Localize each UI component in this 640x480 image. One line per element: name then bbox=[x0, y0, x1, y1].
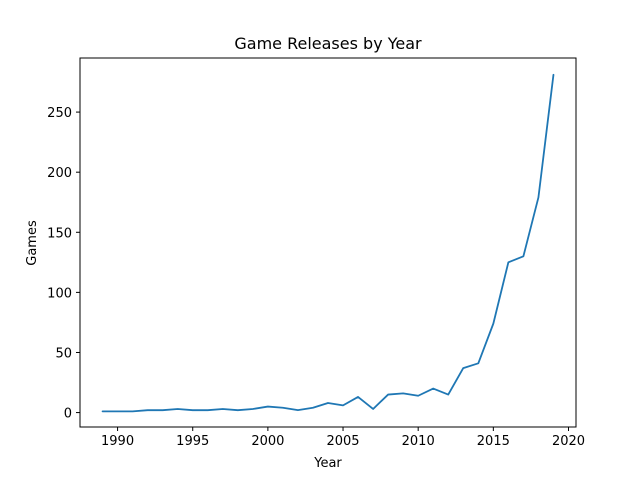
plot-area: 1990 1995 2000 2005 2010 2015 2020 0 50 100 150 20… bbox=[47, 57, 585, 449]
x-tick-label: 2015 bbox=[477, 434, 510, 449]
x-axis: 1990 1995 2000 2005 2010 2015 2020 bbox=[101, 427, 585, 449]
x-tick-label: 2005 bbox=[326, 434, 359, 449]
y-axis-label: Games bbox=[25, 220, 40, 266]
x-tick-label: 2000 bbox=[251, 434, 284, 449]
y-tick-label: 100 bbox=[47, 286, 72, 301]
series-line-games bbox=[101, 73, 555, 413]
x-tick-label: 1990 bbox=[101, 434, 134, 449]
y-tick-label: 50 bbox=[55, 346, 72, 361]
x-tick-label: 2010 bbox=[402, 434, 435, 449]
x-tick-label: 2020 bbox=[552, 434, 585, 449]
y-axis: 0 50 100 150 200 250 bbox=[47, 106, 80, 422]
chart-title: Game Releases by Year bbox=[234, 34, 422, 53]
x-axis-label: Year bbox=[313, 456, 342, 471]
y-tick-label: 250 bbox=[47, 106, 72, 121]
y-tick-label: 200 bbox=[47, 166, 72, 181]
axes-frame bbox=[79, 57, 577, 428]
y-tick-label: 150 bbox=[47, 226, 72, 241]
x-tick-label: 1995 bbox=[176, 434, 209, 449]
y-tick-label: 0 bbox=[64, 407, 72, 422]
